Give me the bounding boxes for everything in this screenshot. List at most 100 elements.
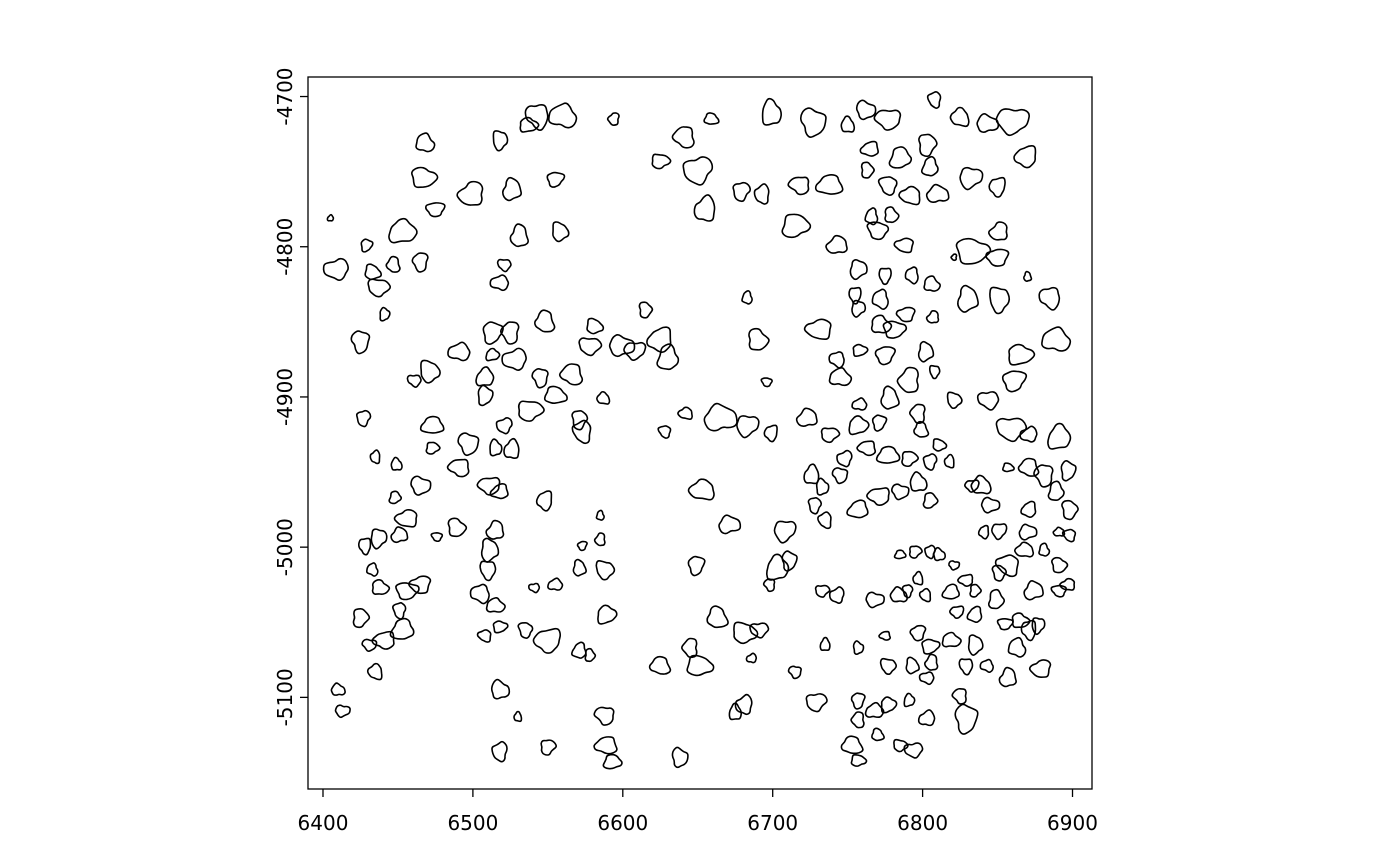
cell-outline [517, 400, 545, 422]
cell-outline [477, 384, 494, 407]
cell-outline [447, 341, 471, 362]
cell-outline [355, 409, 372, 428]
cell-outline [651, 153, 672, 170]
cell-outline [873, 109, 902, 131]
cell-outline [787, 176, 810, 196]
cell-outline [909, 403, 926, 425]
cell-outline [608, 334, 636, 358]
cell-outline [951, 687, 967, 705]
cell-outline [866, 221, 890, 241]
cell-outline [781, 213, 812, 239]
cell-outline [920, 155, 939, 177]
cell-outline [805, 693, 828, 713]
cell-outline [469, 583, 490, 605]
cell-outline [888, 146, 913, 169]
cell-outline [741, 290, 753, 305]
cell-outline [595, 509, 605, 521]
cell-outline [410, 475, 432, 496]
cell-outline [718, 514, 742, 535]
cell-outline [360, 238, 374, 253]
cell-outline [657, 425, 672, 439]
cell-outline [925, 309, 940, 324]
x-tick-label: 6900 [1047, 811, 1098, 835]
cell-outline [411, 252, 429, 273]
cell-outline [866, 487, 890, 507]
cell-outline [967, 634, 984, 656]
cell-outline [966, 605, 983, 624]
cell-outline [524, 103, 549, 131]
cell-outline [928, 364, 941, 380]
cell-outline [878, 267, 892, 286]
cell-outline [901, 450, 919, 468]
cell-outline [390, 456, 403, 471]
cell-outline [366, 662, 383, 681]
cell-outline [855, 99, 877, 121]
cell-outline [840, 735, 864, 755]
cell-outline [903, 692, 916, 708]
cell-outline [546, 171, 566, 188]
cell-outline [602, 753, 623, 770]
cell-outline [1047, 422, 1072, 450]
cell-outline [1031, 617, 1046, 636]
cell-outline [543, 385, 568, 404]
cell-outline [586, 317, 605, 335]
y-tick-label: -4700 [273, 67, 297, 125]
cell-outline [909, 471, 928, 492]
cell-outline [803, 463, 820, 485]
cell-outline [532, 627, 562, 654]
cell-outline [379, 306, 391, 322]
cell-outline [909, 624, 927, 642]
y-tick-label: -4900 [273, 368, 297, 426]
cell-outline [988, 221, 1008, 241]
cell-outline [763, 424, 778, 443]
cell-outline [995, 108, 1030, 137]
cell-outline [558, 363, 584, 386]
cell-outline [912, 570, 924, 586]
cell-outline [903, 742, 924, 759]
cell-outline [923, 653, 939, 671]
x-tick-label: 6800 [897, 811, 948, 835]
cell-outline [926, 91, 942, 109]
cell-outline [918, 671, 935, 686]
cell-outline [390, 526, 409, 544]
cell-outline [795, 407, 818, 427]
cell-outline [848, 415, 870, 436]
cell-outline [761, 97, 782, 126]
cell-outline [850, 711, 865, 729]
cell-outline [1013, 145, 1037, 169]
cell-outline [918, 587, 932, 603]
cell-outline [489, 438, 503, 457]
cell-outline [814, 584, 831, 598]
cell-outline [991, 564, 1007, 582]
cell-outline [406, 374, 422, 388]
cell-outline [457, 432, 480, 457]
cell-outline [762, 578, 776, 593]
cell-outline [828, 351, 845, 369]
cell-outline [392, 602, 407, 620]
cell-outline [447, 517, 468, 538]
cell-outline [334, 704, 351, 719]
cell-outline [871, 288, 889, 310]
cell-outline [917, 340, 935, 363]
cell-outline [389, 617, 415, 640]
cell-outline [509, 223, 529, 248]
cell-outline [534, 309, 556, 333]
cell-outline [884, 206, 900, 224]
cell-outline [985, 248, 1010, 267]
cell-outline [943, 453, 955, 469]
cell-outline [989, 286, 1011, 315]
x-tick-label: 6500 [447, 811, 498, 835]
cell-outline [958, 658, 974, 676]
cell-outline [491, 740, 508, 763]
cell-outline [330, 682, 346, 696]
cell-outline [913, 420, 930, 438]
cell-outline [1014, 541, 1035, 558]
cell-outline [388, 217, 418, 244]
cell-outline [352, 607, 371, 629]
cell-outline [415, 132, 436, 153]
cell-outline [852, 640, 865, 656]
cell-outline [879, 657, 897, 676]
cell-outline [535, 490, 553, 512]
cell-outline [597, 604, 618, 625]
